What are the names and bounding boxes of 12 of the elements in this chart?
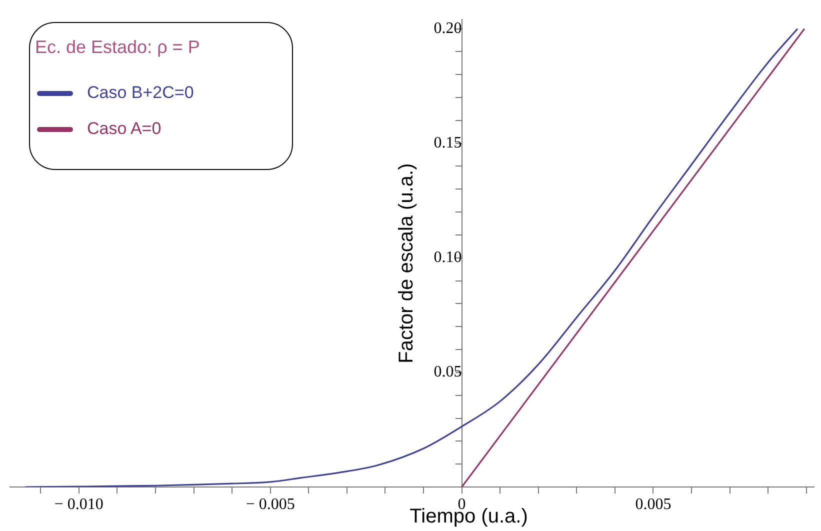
y-tick-label: 0.10 (434, 249, 462, 266)
legend-label: Caso A=0 (87, 119, 162, 139)
legend-label: Caso B+2C=0 (87, 83, 194, 103)
y-tick-label: 0.05 (434, 364, 462, 381)
x-tick-label: 0 (458, 496, 466, 513)
y-tick-label: 0.20 (434, 20, 462, 37)
y-axis-title: Factor de escala (u.a.) (395, 163, 418, 364)
x-tick-label: − 0.010 (54, 496, 104, 513)
y-tick-label: 0.15 (434, 134, 462, 152)
x-tick-label: − 0.005 (246, 496, 295, 513)
x-tick-label: 0.005 (635, 496, 672, 513)
legend-title: Ec. de Estado: ρ = P (35, 37, 200, 58)
